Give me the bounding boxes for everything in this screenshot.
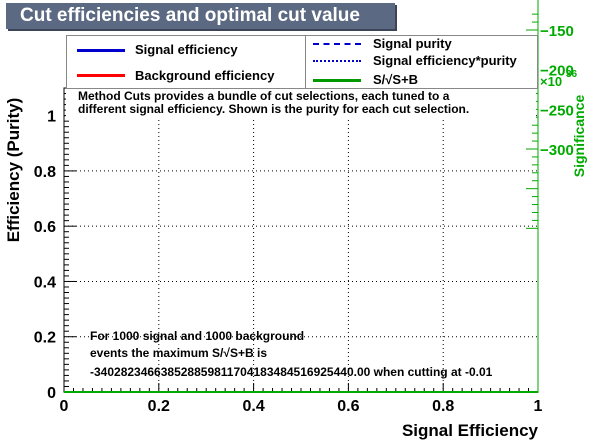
y-tick-label: 0.6	[34, 219, 56, 236]
right-axis-title: Significance	[571, 94, 587, 178]
y-tick-label: 0	[47, 385, 56, 402]
x-axis-title: Signal Efficiency	[401, 421, 538, 440]
legend-swatch-efficiency-purity	[313, 60, 361, 62]
right-tick-label: −200	[540, 63, 574, 80]
y-tick-label: 0.4	[34, 274, 56, 291]
y-tick-label: 1	[47, 109, 56, 126]
y-tick-label: 0.8	[34, 164, 56, 181]
legend-swatch-signal-efficiency	[77, 49, 125, 52]
x-tick-label: 0.6	[337, 398, 359, 415]
result-line-1: For 1000 signal and 1000 background	[90, 329, 305, 343]
x-tick-label: 0	[60, 398, 69, 415]
legend: Signal efficiency Background efficiency …	[66, 35, 538, 89]
result-line-3: -340282346638528859811704183484516925440…	[90, 365, 493, 379]
y-axis-title: Efficiency (Purity)	[4, 97, 23, 243]
legend-swatch-signal-purity	[313, 43, 361, 45]
title-box: Cut efficiencies and optimal cut value	[6, 3, 395, 29]
right-tick-label: −250	[540, 102, 574, 119]
x-tick-label: 0.2	[148, 398, 170, 415]
legend-swatch-significance	[313, 79, 361, 82]
legend-label-signal-purity: Signal purity	[373, 36, 452, 51]
right-tick-label: −300	[540, 142, 574, 159]
legend-label-signal-efficiency: Signal efficiency	[135, 42, 238, 57]
chart-title: Cut efficiencies and optimal cut value	[20, 5, 360, 26]
method-note-line-2: different signal efficiency. Shown is th…	[78, 102, 470, 116]
right-tick-label: −150	[540, 23, 574, 40]
method-note-line-1: Method Cuts provides a bundle of cut sel…	[78, 89, 450, 103]
y-tick-label: 0.2	[34, 330, 56, 347]
legend-label-significance: S/√S+B	[373, 72, 419, 87]
legend-label-efficiency-purity: Signal efficiency*purity	[373, 53, 517, 68]
x-tick-label: 1	[534, 398, 543, 415]
legend-divider	[305, 36, 306, 88]
legend-swatch-background-efficiency	[77, 74, 125, 77]
right-axis-exponent-power: 36	[566, 69, 578, 80]
x-tick-label: 0.4	[242, 398, 264, 415]
result-line-2: events the maximum S/√S+B is	[90, 346, 267, 360]
legend-label-background-efficiency: Background efficiency	[135, 68, 275, 83]
method-note: Method Cuts provides a bundle of cut sel…	[66, 90, 536, 118]
right-axis-exponent: ×10	[540, 74, 562, 89]
x-tick-label: 0.8	[432, 398, 454, 415]
